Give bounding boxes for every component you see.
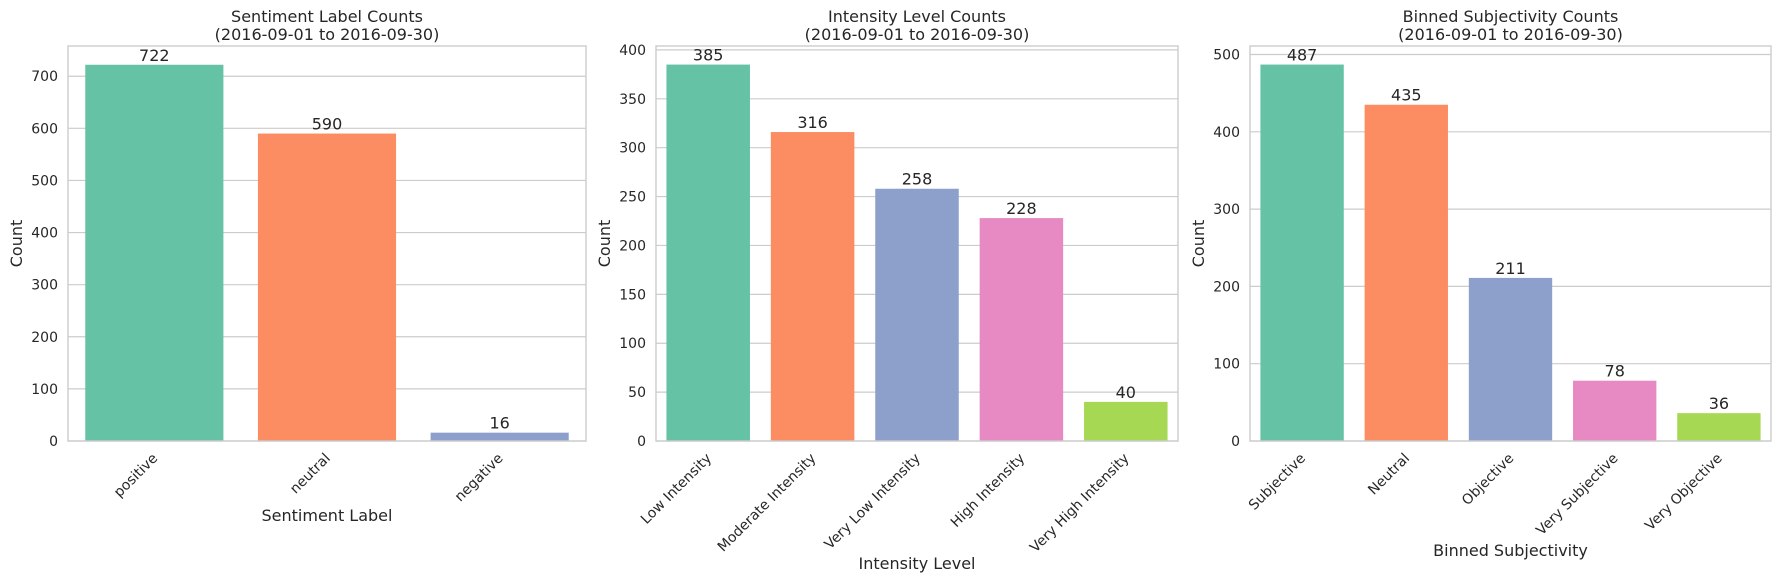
chart-sentiment-label-counts: 0 100 200 300 400 500 600 700 722 positive 590 neut… xyxy=(7,7,587,525)
bar-positive xyxy=(85,64,224,442)
x-tick-label: Objective xyxy=(1459,451,1517,509)
bar-very-high-intensity xyxy=(1084,401,1168,441)
chart-title-line: Sentiment Label Counts xyxy=(231,7,423,26)
x-tick-label: Very Low Intensity xyxy=(822,451,924,553)
x-tick-label: Subjective xyxy=(1246,451,1309,514)
bar-value-label: 435 xyxy=(1391,86,1422,105)
bar-subjective xyxy=(1260,64,1344,442)
bar-high-intensity xyxy=(979,218,1064,441)
x-tick-label: High Intensity xyxy=(948,451,1028,531)
chart-title-line: (2016-09-01 to 2016-09-30) xyxy=(805,25,1030,44)
x-axis-label: Intensity Level xyxy=(859,554,976,573)
plot-frame xyxy=(1249,45,1772,442)
y-tick-label: 600 xyxy=(31,121,58,137)
y-tick-label: 0 xyxy=(637,434,646,450)
y-axis-label: Count xyxy=(7,220,26,268)
chart-title-line: Binned Subjectivity Counts xyxy=(1403,7,1619,26)
chart-title-line: (2016-09-01 to 2016-09-30) xyxy=(215,25,440,44)
bar-negative xyxy=(430,432,569,441)
y-tick-label: 100 xyxy=(619,336,646,352)
y-axis-label: Count xyxy=(1189,220,1208,268)
x-tick-label: negative xyxy=(452,451,507,506)
x-tick-label: Low Intensity xyxy=(638,451,715,528)
y-tick-label: 200 xyxy=(1213,279,1240,295)
plot-frame xyxy=(67,45,587,442)
plot-frame xyxy=(655,45,1179,442)
y-tick-label: 300 xyxy=(31,278,58,294)
y-tick-label: 250 xyxy=(619,190,646,206)
x-tick-label: neutral xyxy=(287,451,334,498)
bar-value-label: 40 xyxy=(1116,383,1136,402)
bar-value-label: 36 xyxy=(1709,394,1729,413)
bar-neutral xyxy=(1364,104,1448,441)
bar-neutral xyxy=(257,133,397,441)
x-tick-label: Very High Intensity xyxy=(1027,451,1132,556)
bar-value-label: 78 xyxy=(1605,362,1625,381)
bar-value-label: 316 xyxy=(797,113,828,132)
y-tick-label: 400 xyxy=(31,226,58,242)
y-tick-label: 150 xyxy=(619,287,646,303)
bar-objective xyxy=(1468,277,1553,441)
chart-binned-subjectivity-counts: 0 100 200 300 400 500 487 Subjective 435 Neutral 2… xyxy=(1189,7,1772,560)
x-axis-label: Binned Subjectivity xyxy=(1433,541,1588,560)
y-tick-label: 300 xyxy=(1213,202,1240,218)
y-tick-label: 700 xyxy=(31,69,58,85)
chart-intensity-level-counts: 0 50 100 150 200 250 300 350 400 385 Low Intensity… xyxy=(595,7,1179,573)
y-axis-label: Count xyxy=(595,220,614,268)
bar-very-subjective xyxy=(1573,380,1657,441)
y-tick-label: 350 xyxy=(619,92,646,108)
x-tick-label: Very Objective xyxy=(1642,451,1725,534)
bar-value-label: 211 xyxy=(1495,259,1526,278)
y-tick-label: 500 xyxy=(1213,48,1240,64)
y-tick-label: 100 xyxy=(31,382,58,398)
x-tick-label: Very Subjective xyxy=(1533,451,1621,539)
bar-value-label: 590 xyxy=(312,115,343,134)
chart-title-line: (2016-09-01 to 2016-09-30) xyxy=(1398,25,1623,44)
y-tick-label: 200 xyxy=(31,330,58,346)
bar-value-label: 228 xyxy=(1006,199,1037,218)
y-tick-label: 500 xyxy=(31,173,58,189)
x-axis-label: Sentiment Label xyxy=(262,506,393,525)
bar-value-label: 487 xyxy=(1287,46,1318,65)
y-tick-label: 100 xyxy=(1213,357,1240,373)
x-tick-label: positive xyxy=(111,451,161,501)
bar-value-label: 385 xyxy=(693,46,724,65)
y-tick-label: 400 xyxy=(619,43,646,59)
bar-value-label: 722 xyxy=(139,46,170,65)
chart-title-line: Intensity Level Counts xyxy=(828,7,1006,26)
x-tick-label: Moderate Intensity xyxy=(715,451,820,556)
bar-very-objective xyxy=(1677,413,1761,441)
bar-very-low-intensity xyxy=(875,188,959,441)
y-tick-label: 400 xyxy=(1213,125,1240,141)
bar-low-intensity xyxy=(666,64,750,442)
y-tick-label: 300 xyxy=(619,141,646,157)
bar-value-label: 258 xyxy=(902,170,933,189)
y-tick-label: 0 xyxy=(1231,434,1240,450)
y-tick-label: 50 xyxy=(628,385,646,401)
y-tick-label: 0 xyxy=(49,434,58,450)
bar-moderate-intensity xyxy=(770,132,855,441)
y-tick-label: 200 xyxy=(619,238,646,254)
bar-value-label: 16 xyxy=(489,414,509,433)
x-tick-label: Neutral xyxy=(1365,451,1413,499)
